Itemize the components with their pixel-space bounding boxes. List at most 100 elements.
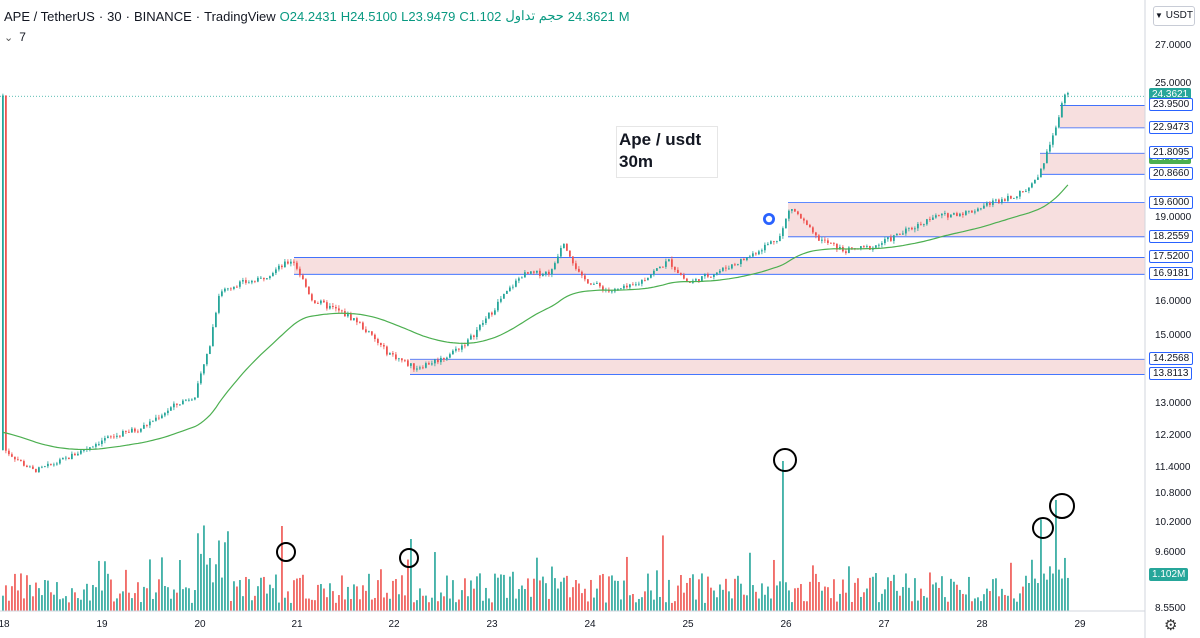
volume-bar bbox=[452, 580, 454, 611]
volume-bar bbox=[854, 582, 856, 611]
chevron-down-icon[interactable]: ⌄ bbox=[4, 31, 14, 44]
candle-body bbox=[158, 417, 160, 419]
volume-bar bbox=[278, 602, 280, 611]
volume-bar bbox=[827, 587, 829, 611]
candle-body bbox=[398, 358, 400, 360]
candle-body bbox=[374, 334, 376, 340]
candle-body bbox=[710, 276, 712, 278]
volume-bar bbox=[1034, 578, 1036, 611]
candle-body bbox=[914, 228, 916, 230]
volume-bar bbox=[218, 540, 220, 611]
y-tick-label: 11.4000 bbox=[1155, 462, 1191, 473]
candle-body bbox=[815, 232, 817, 236]
x-tick-label: 27 bbox=[878, 619, 890, 630]
volume-bar bbox=[14, 573, 16, 611]
volume-bar bbox=[812, 565, 814, 611]
volume-bar bbox=[677, 585, 679, 611]
volume-bar bbox=[551, 566, 553, 611]
candle-body bbox=[761, 250, 763, 252]
candle-body bbox=[227, 288, 229, 290]
candle-body bbox=[413, 363, 415, 370]
volume-bar bbox=[263, 576, 265, 611]
candle-body bbox=[224, 288, 226, 292]
candle-body bbox=[308, 286, 310, 295]
volume-bar bbox=[296, 578, 298, 611]
volume-bar bbox=[209, 558, 211, 611]
candle-body bbox=[581, 271, 583, 276]
candle-body bbox=[329, 305, 331, 309]
candle-body bbox=[176, 403, 178, 405]
candle-body bbox=[1046, 151, 1048, 164]
candle-body bbox=[371, 331, 373, 335]
alarm-icon[interactable] bbox=[763, 213, 775, 225]
annotation-text[interactable]: Ape / usdt 30m bbox=[616, 126, 718, 178]
candle-body bbox=[959, 213, 961, 216]
volume-bar bbox=[833, 579, 835, 611]
candle-body bbox=[845, 251, 847, 254]
candle-body bbox=[212, 327, 214, 347]
volume-bar bbox=[20, 573, 22, 611]
candle-body bbox=[665, 261, 667, 267]
volume-bar bbox=[572, 587, 574, 611]
indicator-toggle[interactable]: ⌄ 7 bbox=[4, 29, 26, 45]
candle-body bbox=[335, 306, 337, 309]
candle-body bbox=[74, 453, 76, 456]
candle-body bbox=[1022, 191, 1024, 192]
volume-bar bbox=[632, 593, 634, 611]
volume-bar bbox=[770, 598, 772, 611]
gear-icon[interactable]: ⚙ bbox=[1164, 617, 1178, 634]
volume-bar bbox=[521, 585, 523, 611]
currency-button[interactable]: ▼ USDT bbox=[1153, 6, 1195, 26]
candle-body bbox=[902, 233, 904, 235]
volume-bar bbox=[647, 573, 649, 611]
zone-fill bbox=[410, 359, 1145, 375]
volume-bar bbox=[245, 576, 247, 611]
volume-bar bbox=[1064, 557, 1066, 611]
candle-body bbox=[98, 444, 100, 445]
volume-bar bbox=[584, 588, 586, 611]
volume-bar bbox=[1025, 575, 1027, 611]
volume-bar bbox=[593, 597, 595, 611]
ma-layer bbox=[2, 184, 1069, 451]
candle-body bbox=[878, 244, 880, 246]
volume-bar bbox=[311, 599, 313, 611]
candle-body bbox=[992, 200, 994, 205]
candle-body bbox=[416, 368, 418, 370]
volume-bar bbox=[800, 584, 802, 611]
volume-bar bbox=[509, 576, 511, 611]
volume-bar bbox=[467, 596, 469, 611]
candle-body bbox=[668, 259, 670, 262]
volume-bar bbox=[875, 573, 877, 611]
candle-body bbox=[485, 318, 487, 323]
candle-body bbox=[671, 259, 673, 267]
symbol-name[interactable]: APE / TetherUS bbox=[4, 8, 95, 24]
candle-body bbox=[734, 264, 736, 266]
candle-body bbox=[446, 357, 448, 360]
candle-body bbox=[554, 263, 556, 270]
volume-bar bbox=[1019, 593, 1021, 611]
volume-bar bbox=[548, 598, 550, 611]
zone-fill bbox=[788, 202, 1145, 237]
candle-body bbox=[347, 314, 349, 317]
volume-bar bbox=[614, 580, 616, 611]
candle-body bbox=[779, 236, 781, 242]
candle-body bbox=[593, 283, 595, 285]
volume-bar bbox=[983, 594, 985, 611]
volume-bar bbox=[317, 584, 319, 611]
volume-bar bbox=[323, 588, 325, 611]
candle-body bbox=[683, 274, 685, 279]
x-tick-label: 29 bbox=[1074, 619, 1086, 630]
candle-body bbox=[674, 266, 676, 270]
volume-bar bbox=[683, 592, 685, 611]
candle-body bbox=[389, 353, 391, 355]
volume-bar bbox=[302, 574, 304, 611]
candle-body bbox=[356, 318, 358, 323]
volume-bar bbox=[1001, 588, 1003, 611]
candle-body bbox=[362, 322, 364, 330]
candle-body bbox=[425, 363, 427, 368]
y-tick-label: 25.0000 bbox=[1155, 78, 1192, 89]
interval[interactable]: 30 bbox=[107, 8, 122, 24]
candle-body bbox=[1007, 195, 1009, 201]
annotation-line-2: 30m bbox=[619, 152, 654, 171]
